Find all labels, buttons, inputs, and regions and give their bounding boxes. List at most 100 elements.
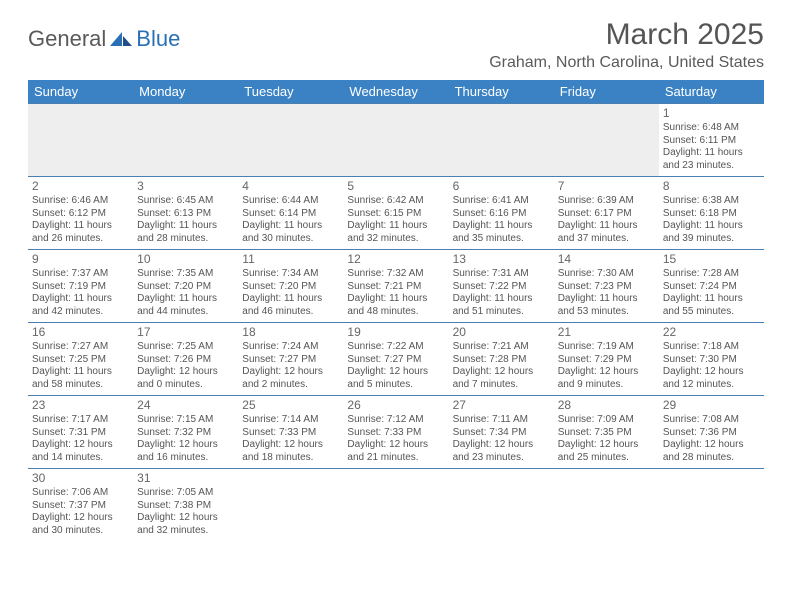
sunset-line: Sunset: 6:18 PM — [663, 208, 760, 221]
calendar-cell — [238, 104, 343, 177]
calendar-cell: 5Sunrise: 6:42 AMSunset: 6:15 PMDaylight… — [343, 177, 448, 250]
day-number: 27 — [453, 398, 550, 413]
calendar-cell: 16Sunrise: 7:27 AMSunset: 7:25 PMDayligh… — [28, 323, 133, 396]
day-number: 26 — [347, 398, 444, 413]
calendar-cell: 22Sunrise: 7:18 AMSunset: 7:30 PMDayligh… — [659, 323, 764, 396]
day-number: 30 — [32, 471, 129, 486]
sunrise-line: Sunrise: 7:14 AM — [242, 414, 339, 427]
calendar-cell: 13Sunrise: 7:31 AMSunset: 7:22 PMDayligh… — [449, 250, 554, 323]
daylight-line: Daylight: 12 hours and 14 minutes. — [32, 439, 129, 464]
sunset-line: Sunset: 7:21 PM — [347, 281, 444, 294]
sunrise-line: Sunrise: 7:28 AM — [663, 268, 760, 281]
day-number: 1 — [663, 106, 760, 121]
day-number: 4 — [242, 179, 339, 194]
calendar-cell: 21Sunrise: 7:19 AMSunset: 7:29 PMDayligh… — [554, 323, 659, 396]
sunrise-line: Sunrise: 6:48 AM — [663, 122, 760, 135]
day-number: 22 — [663, 325, 760, 340]
title-block: March 2025 Graham, North Carolina, Unite… — [489, 18, 764, 72]
daylight-line: Daylight: 12 hours and 2 minutes. — [242, 366, 339, 391]
sunset-line: Sunset: 7:34 PM — [453, 427, 550, 440]
sunset-line: Sunset: 7:32 PM — [137, 427, 234, 440]
daylight-line: Daylight: 11 hours and 39 minutes. — [663, 220, 760, 245]
day-header: Sunday — [28, 80, 133, 104]
logo: General Blue — [28, 26, 180, 52]
sunrise-line: Sunrise: 7:24 AM — [242, 341, 339, 354]
sunset-line: Sunset: 6:13 PM — [137, 208, 234, 221]
sunrise-line: Sunrise: 7:22 AM — [347, 341, 444, 354]
sunset-line: Sunset: 7:25 PM — [32, 354, 129, 367]
day-number: 24 — [137, 398, 234, 413]
calendar-cell: 30Sunrise: 7:06 AMSunset: 7:37 PMDayligh… — [28, 469, 133, 542]
daylight-line: Daylight: 12 hours and 16 minutes. — [137, 439, 234, 464]
day-number: 10 — [137, 252, 234, 267]
calendar-cell: 20Sunrise: 7:21 AMSunset: 7:28 PMDayligh… — [449, 323, 554, 396]
sunset-line: Sunset: 7:36 PM — [663, 427, 760, 440]
sunrise-line: Sunrise: 6:41 AM — [453, 195, 550, 208]
sunset-line: Sunset: 6:11 PM — [663, 135, 760, 148]
sunset-line: Sunset: 7:24 PM — [663, 281, 760, 294]
sunrise-line: Sunrise: 7:18 AM — [663, 341, 760, 354]
calendar-cell: 10Sunrise: 7:35 AMSunset: 7:20 PMDayligh… — [133, 250, 238, 323]
calendar-cell — [28, 104, 133, 177]
sunrise-line: Sunrise: 7:05 AM — [137, 487, 234, 500]
calendar-cell: 14Sunrise: 7:30 AMSunset: 7:23 PMDayligh… — [554, 250, 659, 323]
day-header: Tuesday — [238, 80, 343, 104]
day-header: Wednesday — [343, 80, 448, 104]
sunrise-line: Sunrise: 7:12 AM — [347, 414, 444, 427]
sunset-line: Sunset: 7:38 PM — [137, 500, 234, 513]
sunrise-line: Sunrise: 7:34 AM — [242, 268, 339, 281]
day-header: Friday — [554, 80, 659, 104]
calendar-cell: 12Sunrise: 7:32 AMSunset: 7:21 PMDayligh… — [343, 250, 448, 323]
daylight-line: Daylight: 12 hours and 23 minutes. — [453, 439, 550, 464]
calendar-cell — [343, 469, 448, 542]
daylight-line: Daylight: 11 hours and 44 minutes. — [137, 293, 234, 318]
day-number: 2 — [32, 179, 129, 194]
sunrise-line: Sunrise: 7:30 AM — [558, 268, 655, 281]
daylight-line: Daylight: 11 hours and 28 minutes. — [137, 220, 234, 245]
sunset-line: Sunset: 7:33 PM — [242, 427, 339, 440]
daylight-line: Daylight: 11 hours and 37 minutes. — [558, 220, 655, 245]
calendar-cell — [343, 104, 448, 177]
sunrise-line: Sunrise: 7:11 AM — [453, 414, 550, 427]
day-number: 9 — [32, 252, 129, 267]
daylight-line: Daylight: 12 hours and 21 minutes. — [347, 439, 444, 464]
calendar-cell — [554, 469, 659, 542]
calendar-cell: 23Sunrise: 7:17 AMSunset: 7:31 PMDayligh… — [28, 396, 133, 469]
sunrise-line: Sunrise: 7:08 AM — [663, 414, 760, 427]
daylight-line: Daylight: 11 hours and 30 minutes. — [242, 220, 339, 245]
sunrise-line: Sunrise: 7:09 AM — [558, 414, 655, 427]
day-header: Saturday — [659, 80, 764, 104]
day-number: 23 — [32, 398, 129, 413]
day-number: 31 — [137, 471, 234, 486]
calendar-table: SundayMondayTuesdayWednesdayThursdayFrid… — [28, 80, 764, 542]
daylight-line: Daylight: 11 hours and 46 minutes. — [242, 293, 339, 318]
daylight-line: Daylight: 12 hours and 0 minutes. — [137, 366, 234, 391]
day-header-row: SundayMondayTuesdayWednesdayThursdayFrid… — [28, 80, 764, 104]
daylight-line: Daylight: 12 hours and 12 minutes. — [663, 366, 760, 391]
logo-text-blue: Blue — [136, 26, 180, 52]
sunrise-line: Sunrise: 7:31 AM — [453, 268, 550, 281]
calendar-cell: 9Sunrise: 7:37 AMSunset: 7:19 PMDaylight… — [28, 250, 133, 323]
daylight-line: Daylight: 11 hours and 53 minutes. — [558, 293, 655, 318]
sunrise-line: Sunrise: 7:17 AM — [32, 414, 129, 427]
sunrise-line: Sunrise: 6:46 AM — [32, 195, 129, 208]
sunset-line: Sunset: 7:23 PM — [558, 281, 655, 294]
sunrise-line: Sunrise: 7:32 AM — [347, 268, 444, 281]
day-number: 11 — [242, 252, 339, 267]
calendar-cell: 1Sunrise: 6:48 AMSunset: 6:11 PMDaylight… — [659, 104, 764, 177]
calendar-cell — [133, 104, 238, 177]
sunrise-line: Sunrise: 6:39 AM — [558, 195, 655, 208]
daylight-line: Daylight: 12 hours and 5 minutes. — [347, 366, 444, 391]
sunrise-line: Sunrise: 7:19 AM — [558, 341, 655, 354]
sail-icon — [108, 30, 134, 48]
sunset-line: Sunset: 7:19 PM — [32, 281, 129, 294]
day-number: 12 — [347, 252, 444, 267]
calendar-cell — [238, 469, 343, 542]
day-number: 7 — [558, 179, 655, 194]
daylight-line: Daylight: 12 hours and 32 minutes. — [137, 512, 234, 537]
calendar-cell: 11Sunrise: 7:34 AMSunset: 7:20 PMDayligh… — [238, 250, 343, 323]
day-number: 19 — [347, 325, 444, 340]
day-number: 14 — [558, 252, 655, 267]
calendar-cell: 15Sunrise: 7:28 AMSunset: 7:24 PMDayligh… — [659, 250, 764, 323]
sunrise-line: Sunrise: 7:25 AM — [137, 341, 234, 354]
